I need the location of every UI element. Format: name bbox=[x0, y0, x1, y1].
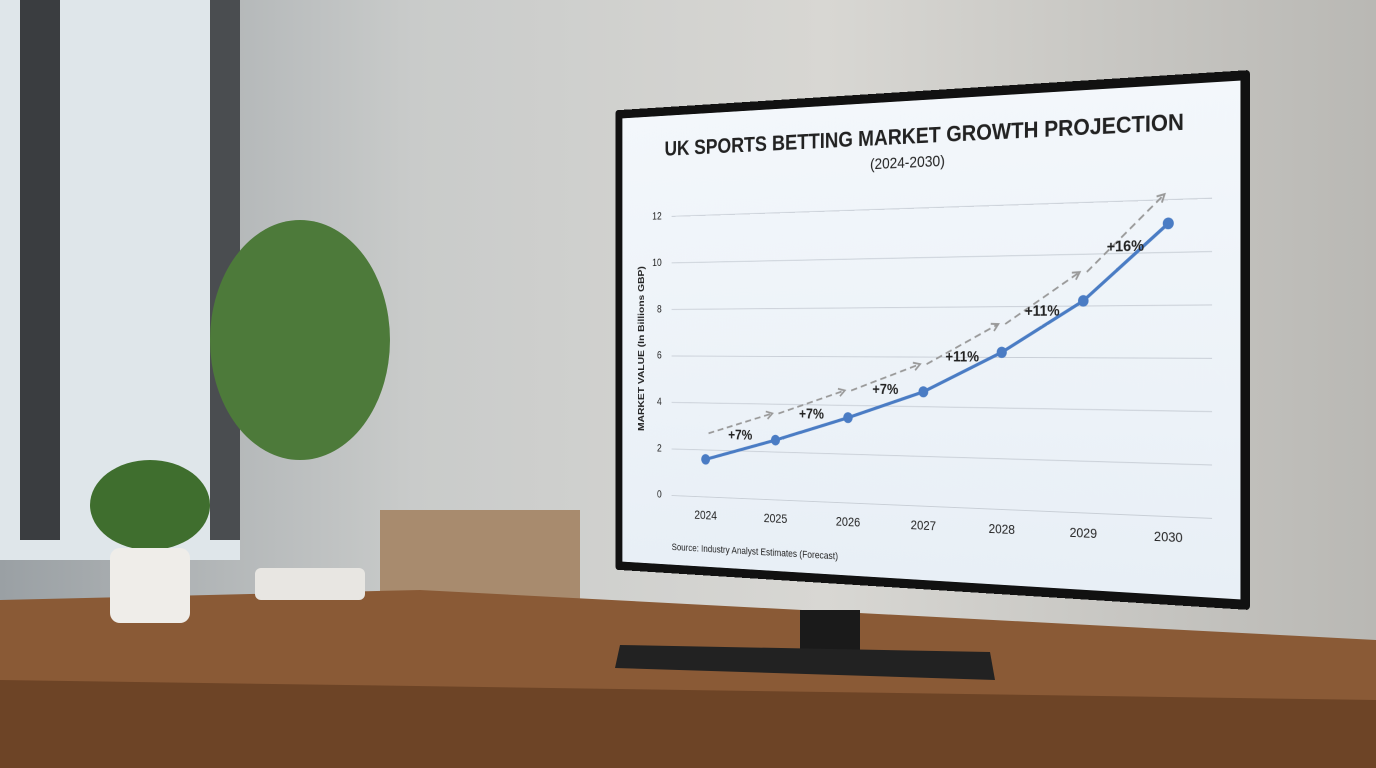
x-tick-label: 2025 bbox=[764, 511, 787, 526]
data-point bbox=[843, 412, 852, 423]
y-axis-label: MARKET VALUE (In Billions GBP) bbox=[637, 266, 646, 431]
grid-line bbox=[672, 198, 1212, 216]
annotation: +11% bbox=[1025, 303, 1060, 320]
x-tick-label: 2028 bbox=[989, 522, 1015, 538]
tv: UK SPORTS BETTING MARKET GROWTH PROJECTI… bbox=[615, 70, 1250, 610]
y-tick-label: 2 bbox=[657, 443, 662, 455]
data-point bbox=[1163, 217, 1174, 229]
grid-line bbox=[672, 305, 1212, 309]
small-plant bbox=[90, 460, 210, 550]
x-tick-label: 2030 bbox=[1154, 529, 1183, 546]
grid-line bbox=[672, 402, 1212, 411]
x-tick-label: 2024 bbox=[694, 508, 717, 523]
data-point bbox=[918, 386, 928, 397]
plant bbox=[210, 220, 390, 460]
pot bbox=[255, 568, 365, 600]
y-tick-label: 0 bbox=[657, 489, 662, 501]
annotation: +7% bbox=[799, 406, 824, 422]
chart: UK SPORTS BETTING MARKET GROWTH PROJECTI… bbox=[622, 81, 1240, 600]
screen: UK SPORTS BETTING MARKET GROWTH PROJECTI… bbox=[622, 81, 1240, 600]
y-tick-label: 8 bbox=[657, 304, 662, 316]
x-tick-label: 2026 bbox=[836, 515, 860, 530]
data-point bbox=[997, 347, 1007, 358]
y-tick-label: 4 bbox=[657, 396, 662, 408]
chart-subtitle: (2024-2030) bbox=[870, 153, 945, 174]
data-point bbox=[771, 435, 780, 446]
annotation: +7% bbox=[872, 382, 898, 399]
y-tick-label: 12 bbox=[652, 211, 661, 223]
annotation: +7% bbox=[728, 427, 752, 443]
data-point bbox=[1078, 295, 1089, 307]
annotation: +11% bbox=[945, 349, 979, 366]
grid-line bbox=[672, 449, 1212, 465]
source: Source: Industry Analyst Estimates (Fore… bbox=[672, 542, 838, 562]
annotation: +16% bbox=[1107, 238, 1144, 256]
window-frame bbox=[20, 0, 60, 540]
small-pot bbox=[110, 548, 190, 623]
x-tick-label: 2027 bbox=[911, 518, 936, 534]
data-point bbox=[701, 454, 710, 465]
x-tick-label: 2029 bbox=[1070, 525, 1097, 541]
y-tick-label: 10 bbox=[652, 257, 661, 269]
y-tick-label: 6 bbox=[657, 350, 662, 362]
arrow-head bbox=[991, 324, 999, 331]
tv-neck bbox=[800, 610, 860, 650]
grid-line bbox=[672, 496, 1212, 519]
